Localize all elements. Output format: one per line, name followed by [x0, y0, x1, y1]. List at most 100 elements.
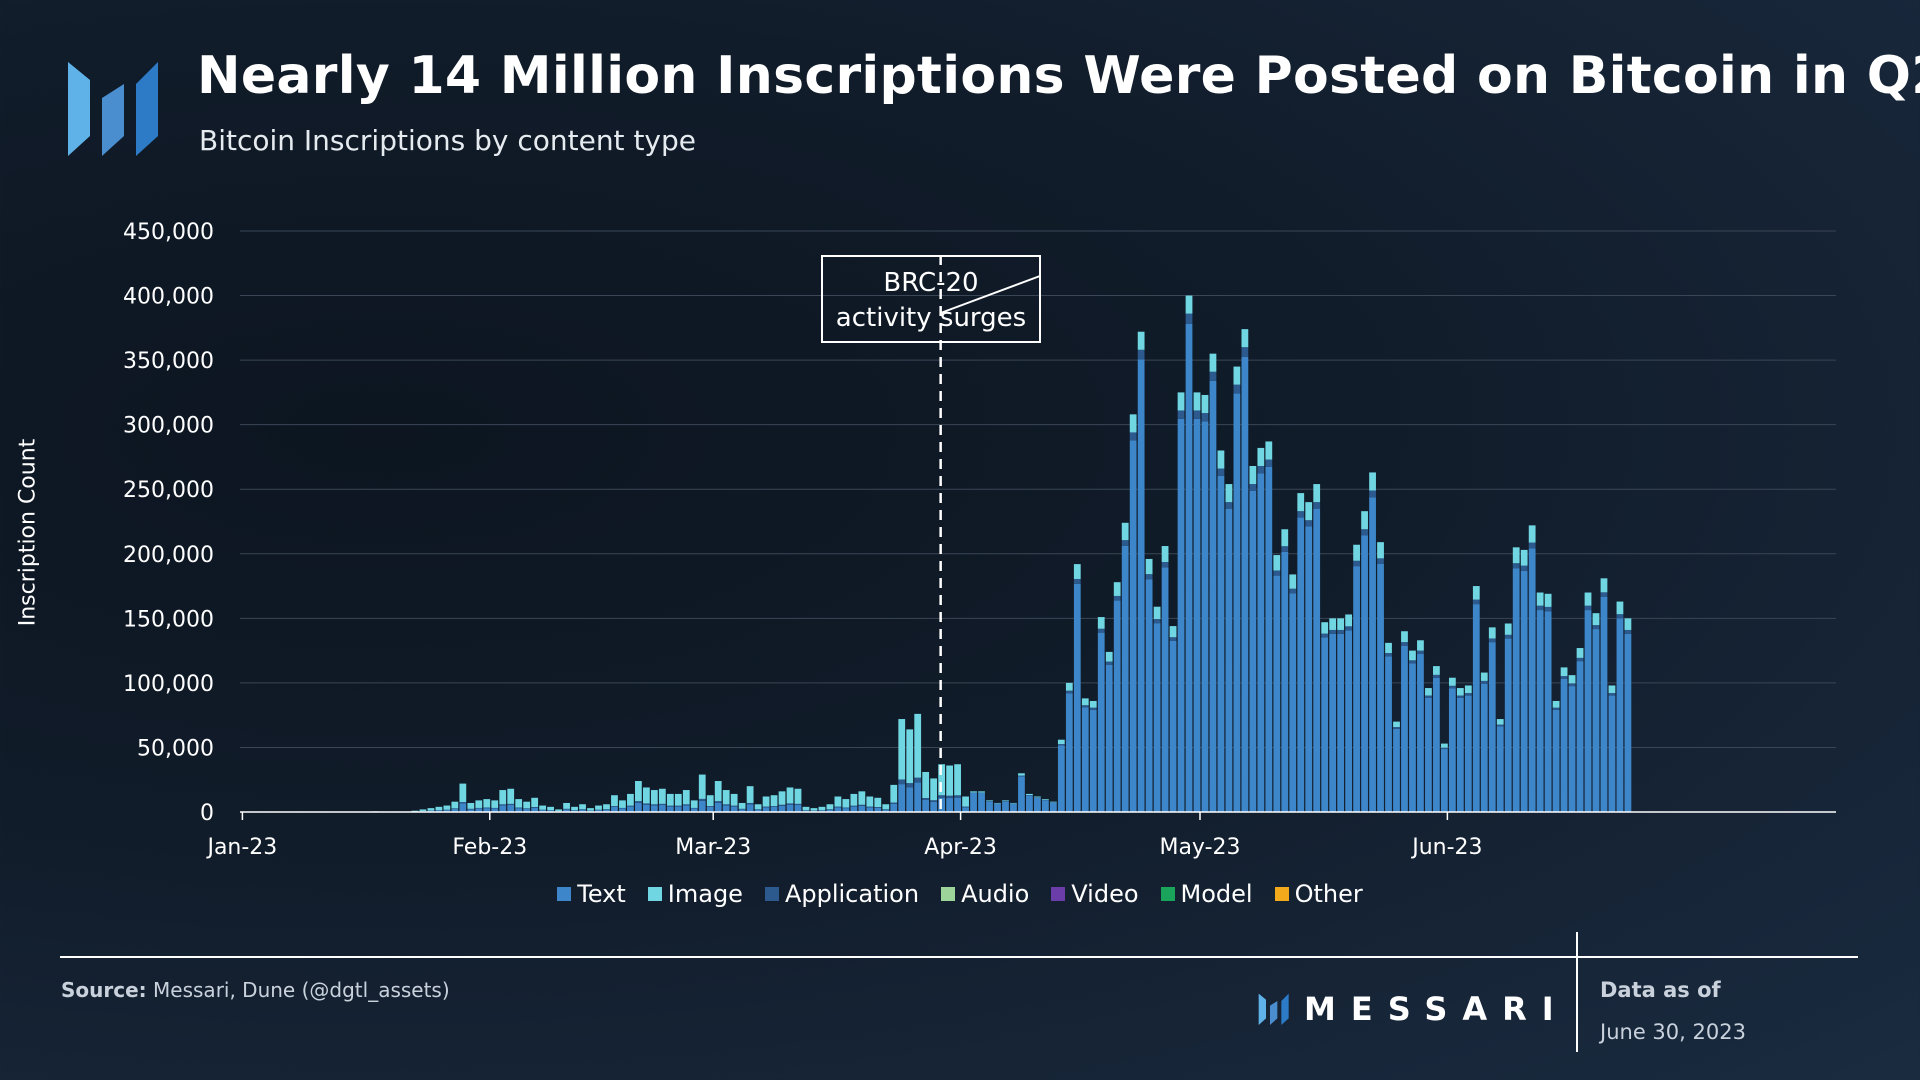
x-tick-label: Jun-23	[1410, 835, 1482, 860]
bar-segment-app	[1480, 680, 1488, 684]
bar-segment-app	[850, 805, 858, 807]
bar-segment-image	[1097, 617, 1105, 629]
bar-segment-text	[1369, 497, 1376, 812]
bar-segment-app	[1153, 619, 1161, 624]
bar-segment-image	[1041, 799, 1049, 800]
bar-segment-app	[746, 802, 754, 805]
bar-segment-image	[802, 806, 810, 811]
bar-segment-text	[1105, 664, 1113, 812]
bar-segment-text	[650, 805, 658, 812]
bar-segment-app	[1193, 410, 1201, 419]
bar-segment-app	[874, 807, 882, 808]
bar-segment-image	[499, 790, 507, 805]
bar-segment-image	[1576, 648, 1584, 658]
bar-segment-image	[722, 790, 730, 805]
bar-segment-app	[1568, 683, 1576, 687]
bar-segment-app	[1528, 542, 1536, 549]
bar-segment-image	[1552, 700, 1560, 708]
bar-segment-text	[850, 806, 858, 812]
legend-item-image: Image	[647, 880, 743, 908]
bar-segment-image	[1480, 672, 1488, 681]
legend-swatch-video	[1051, 887, 1066, 901]
bar-segment-image	[1121, 522, 1129, 541]
bar-segment-text	[1552, 709, 1560, 812]
bar-segment-text	[1584, 610, 1592, 812]
bar-segment-image	[1002, 800, 1009, 802]
bar-segment-image	[714, 781, 722, 802]
bar-segment-image	[946, 765, 954, 796]
bar-segment-app	[954, 795, 961, 798]
bar-segment-app	[451, 808, 459, 809]
bar-segment-app	[507, 803, 515, 806]
bar-segment-text	[1089, 709, 1097, 812]
data-as-of-label: Data as of	[1600, 978, 1721, 1002]
bar-segment-image	[427, 808, 435, 811]
bar-segment-image	[579, 804, 586, 810]
bar-segment-image	[842, 799, 850, 808]
bar-segment-app	[515, 807, 523, 809]
bar-segment-image	[1616, 601, 1624, 615]
bar-segment-app	[938, 795, 946, 798]
bar-segment-image	[930, 778, 938, 801]
bar-segment-image	[1049, 801, 1057, 803]
bar-segment-text	[571, 810, 578, 812]
bar-segment-image	[962, 796, 969, 807]
bar-segment-app	[682, 804, 690, 806]
bar-segment-app	[459, 802, 467, 804]
bar-segment-app	[1520, 565, 1528, 571]
bar-segment-app	[1409, 660, 1416, 664]
bar-segment-text	[483, 808, 491, 812]
bar-segment-app	[1401, 642, 1408, 646]
bar-segment-app	[1185, 313, 1193, 324]
bar-segment-app	[619, 807, 626, 809]
bar-segment-app	[1329, 629, 1337, 634]
bar-segment-app	[1512, 563, 1520, 569]
bar-segment-app	[842, 807, 850, 809]
bar-segment-text	[730, 806, 738, 812]
bar-segment-text	[563, 809, 570, 812]
legend-item-other: Other	[1274, 880, 1363, 908]
bar-segment-app	[475, 807, 483, 809]
bar-segment-image	[1369, 472, 1376, 491]
bar-segment-image	[1464, 685, 1472, 694]
bar-segment-text	[1616, 618, 1624, 812]
bar-segment-text	[866, 807, 874, 812]
bar-segment-app	[666, 805, 674, 807]
bar-segment-app	[674, 805, 682, 807]
bar-segment-text	[1113, 600, 1121, 812]
bar-segment-image	[1073, 564, 1081, 579]
bar-segment-text	[1129, 440, 1137, 812]
bar-segment-text	[1185, 323, 1193, 812]
bar-segment-text	[754, 809, 762, 812]
bar-segment-text	[1448, 688, 1456, 812]
bar-segment-app	[627, 805, 634, 807]
legend-label-application: Application	[784, 880, 920, 908]
bar-segment-image	[1233, 366, 1241, 385]
bar-segment-image	[810, 808, 818, 811]
bar-segment-image	[938, 764, 946, 796]
bar-segment-image	[1057, 739, 1065, 745]
y-tick-label: 250,000	[123, 478, 214, 503]
bar-segment-image	[1377, 542, 1384, 559]
bar-segment-image	[1385, 642, 1392, 654]
bar-segment-image	[1409, 650, 1416, 661]
bar-segment-app	[1560, 676, 1568, 679]
bar-segment-text	[603, 809, 610, 812]
bar-segment-text	[1153, 623, 1161, 812]
bar-segment-image	[818, 806, 826, 811]
bar-segment-app	[1129, 432, 1137, 441]
bar-segment-image	[1504, 623, 1512, 635]
bar-segment-text	[1361, 535, 1368, 812]
bar-segment-image	[1448, 677, 1456, 686]
legend-swatch-application	[764, 887, 779, 901]
bar-segment-app	[690, 807, 698, 809]
bar-segment-image	[1161, 546, 1169, 562]
bar-segment-app	[1169, 637, 1177, 641]
bar-segment-app	[1018, 775, 1025, 777]
bar-segment-image	[1592, 613, 1600, 626]
bar-segment-image	[483, 799, 491, 808]
bar-segment-app	[1425, 695, 1432, 698]
bar-segment-app	[730, 805, 738, 807]
chart-title: Nearly 14 Million Inscriptions Were Post…	[197, 46, 1920, 106]
